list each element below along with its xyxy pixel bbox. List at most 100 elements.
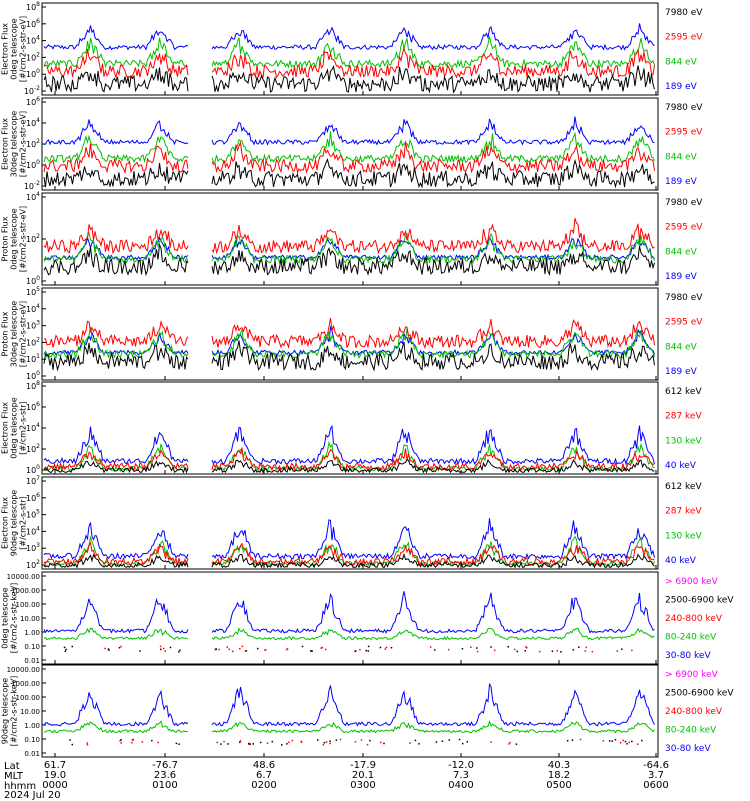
y-tick-label: 100	[26, 275, 40, 286]
flux-point	[104, 647, 106, 650]
y-tick-label: 103	[26, 320, 40, 331]
flux-series-line	[43, 552, 655, 569]
y-tick-label: 0.10	[24, 736, 40, 744]
flux-point	[611, 740, 614, 742]
flux-point	[65, 648, 67, 651]
y-tick-label: 10000.00	[7, 573, 40, 581]
hhmm-value: 0000	[42, 780, 68, 791]
panel-frame	[41, 2, 659, 96]
y-tick-label: 101	[26, 353, 40, 364]
channel-legend-label: 7980 eV	[665, 198, 703, 208]
hhmm-value: 0600	[643, 780, 669, 791]
flux-point	[248, 742, 250, 745]
panel-frame	[41, 571, 659, 665]
flux-point	[461, 742, 464, 745]
flux-point	[339, 738, 342, 741]
channel-legend-label: 189 eV	[665, 177, 698, 187]
y-axis-label: MEPEDElectron Flux90deg telescope[#/cm2-…	[0, 490, 28, 557]
lat-value: 61.7	[43, 760, 67, 771]
flux-point	[602, 740, 605, 742]
flux-point	[108, 649, 110, 651]
channel-legend-label: 612 keV	[665, 387, 702, 397]
flux-point	[354, 650, 356, 653]
flux-point	[435, 741, 438, 743]
flux-point	[579, 738, 582, 741]
flux-point	[470, 646, 472, 648]
y-tick-label: 10000.00	[7, 666, 40, 674]
y-tick-label: 103	[26, 542, 40, 553]
y-tick-label: 102	[26, 443, 40, 454]
flux-point	[178, 743, 180, 745]
flux-point	[228, 648, 230, 651]
y-tick-label: 106	[26, 18, 40, 29]
flux-point	[71, 743, 74, 746]
flux-point	[619, 741, 622, 744]
y-tick-label: 0.10	[24, 643, 40, 651]
y-tick-label: 100.00	[16, 601, 41, 609]
flux-point	[64, 650, 67, 652]
flux-point	[179, 649, 181, 651]
y-tick-label: 104	[26, 422, 40, 433]
flux-point	[578, 646, 580, 649]
flux-point	[118, 646, 121, 649]
x-col-2: 48.6 6.7 0200	[239, 761, 289, 791]
flux-point	[584, 650, 587, 652]
flux-point	[157, 741, 159, 744]
flux-point	[214, 648, 217, 651]
flux-series-line	[43, 458, 655, 474]
flux-point	[572, 649, 575, 651]
flux-point	[359, 648, 361, 651]
channel-legend-label: 7980 eV	[665, 8, 703, 18]
flux-point	[71, 645, 73, 648]
flux-point	[366, 743, 369, 746]
channel-legend-label: 130 keV	[665, 531, 702, 541]
flux-point	[310, 650, 312, 652]
flux-point	[526, 646, 528, 649]
channel-legend-label: 2500-6900 keV	[665, 596, 734, 606]
flux-point	[215, 648, 217, 650]
flux-point	[385, 646, 388, 649]
flux-series-line	[43, 424, 655, 466]
hhmm-value: 0500	[546, 780, 572, 791]
flux-point	[640, 739, 643, 742]
flux-point	[159, 645, 162, 648]
flux-series-line	[43, 242, 655, 277]
flux-point	[566, 739, 569, 742]
mlt-value: 7.3	[453, 770, 469, 781]
panel-4: 108 106 104 102 100 MEPEDElectron Flux0deg te…	[0, 380, 702, 475]
hhmm-value: 0200	[251, 780, 277, 791]
channel-legend-label: 130 keV	[665, 436, 702, 446]
channel-legend-label: 30-80 keV	[665, 744, 711, 754]
flux-point	[608, 740, 611, 742]
y-tick-label: 102	[26, 138, 40, 149]
flux-point	[329, 740, 331, 743]
flux-point	[311, 650, 313, 652]
flux-point	[369, 739, 371, 742]
flux-point	[360, 739, 363, 741]
lat-row-label: Lat	[4, 761, 20, 772]
flux-point	[628, 741, 630, 744]
channel-legend-label: 844 eV	[665, 247, 698, 257]
channel-legend-label: 80-240 keV	[665, 726, 717, 736]
flux-series-line	[43, 682, 655, 727]
flux-point	[63, 646, 66, 649]
x-col-4: -12.0 7.3 0400	[436, 761, 486, 791]
flux-point	[218, 648, 220, 651]
flux-point	[384, 648, 387, 650]
flux-point	[220, 743, 222, 745]
lat-value: 40.3	[547, 760, 571, 771]
y-axis-label: 0deg telescope[#/cm2-s-str-keV]	[1, 583, 19, 654]
y-tick-label: 102	[26, 51, 40, 62]
y-tick-label: 100	[26, 370, 40, 381]
flux-point	[409, 742, 411, 744]
y-tick-label: 104	[26, 303, 40, 314]
flux-point	[162, 647, 165, 650]
x-col-1: -76.7 23.6 0100	[140, 761, 190, 791]
y-tick-label: 10.00	[20, 615, 40, 623]
flux-point	[367, 650, 370, 652]
y-tick-label: 108	[26, 1, 40, 12]
panel-frame	[41, 476, 659, 570]
flux-point	[429, 646, 432, 648]
flux-point	[418, 743, 420, 745]
flux-point	[380, 741, 382, 744]
